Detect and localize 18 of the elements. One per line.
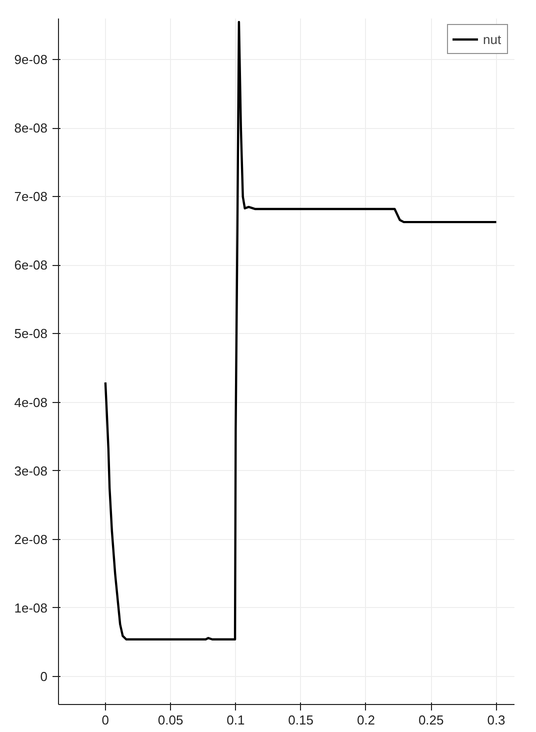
y-tick-label: 6e-08 <box>14 258 48 273</box>
y-tick-label: 3e-08 <box>14 463 48 478</box>
x-tick-label: 0.05 <box>158 712 184 728</box>
y-tick-label: 4e-08 <box>14 394 48 410</box>
x-tick-label: 0.15 <box>288 712 314 728</box>
y-tick-label: 9e-08 <box>14 52 48 68</box>
y-tick-label: 5e-08 <box>14 326 48 342</box>
y-tick-label: 0 <box>40 668 48 684</box>
x-tick-label: 0.1 <box>226 712 245 728</box>
x-tick-label: 0.2 <box>356 712 376 728</box>
x-tick-label: 0.25 <box>418 712 444 728</box>
y-tick-label: 8e-08 <box>14 120 48 136</box>
y-tick-label: 2e-08 <box>14 532 48 547</box>
y-tick-label: 1e-08 <box>14 600 48 616</box>
x-tick-label: 0 <box>102 712 110 728</box>
x-tick-label: 0.3 <box>487 712 506 728</box>
y-tick-label: 7e-08 <box>14 189 48 204</box>
legend-label: nut <box>483 32 502 46</box>
